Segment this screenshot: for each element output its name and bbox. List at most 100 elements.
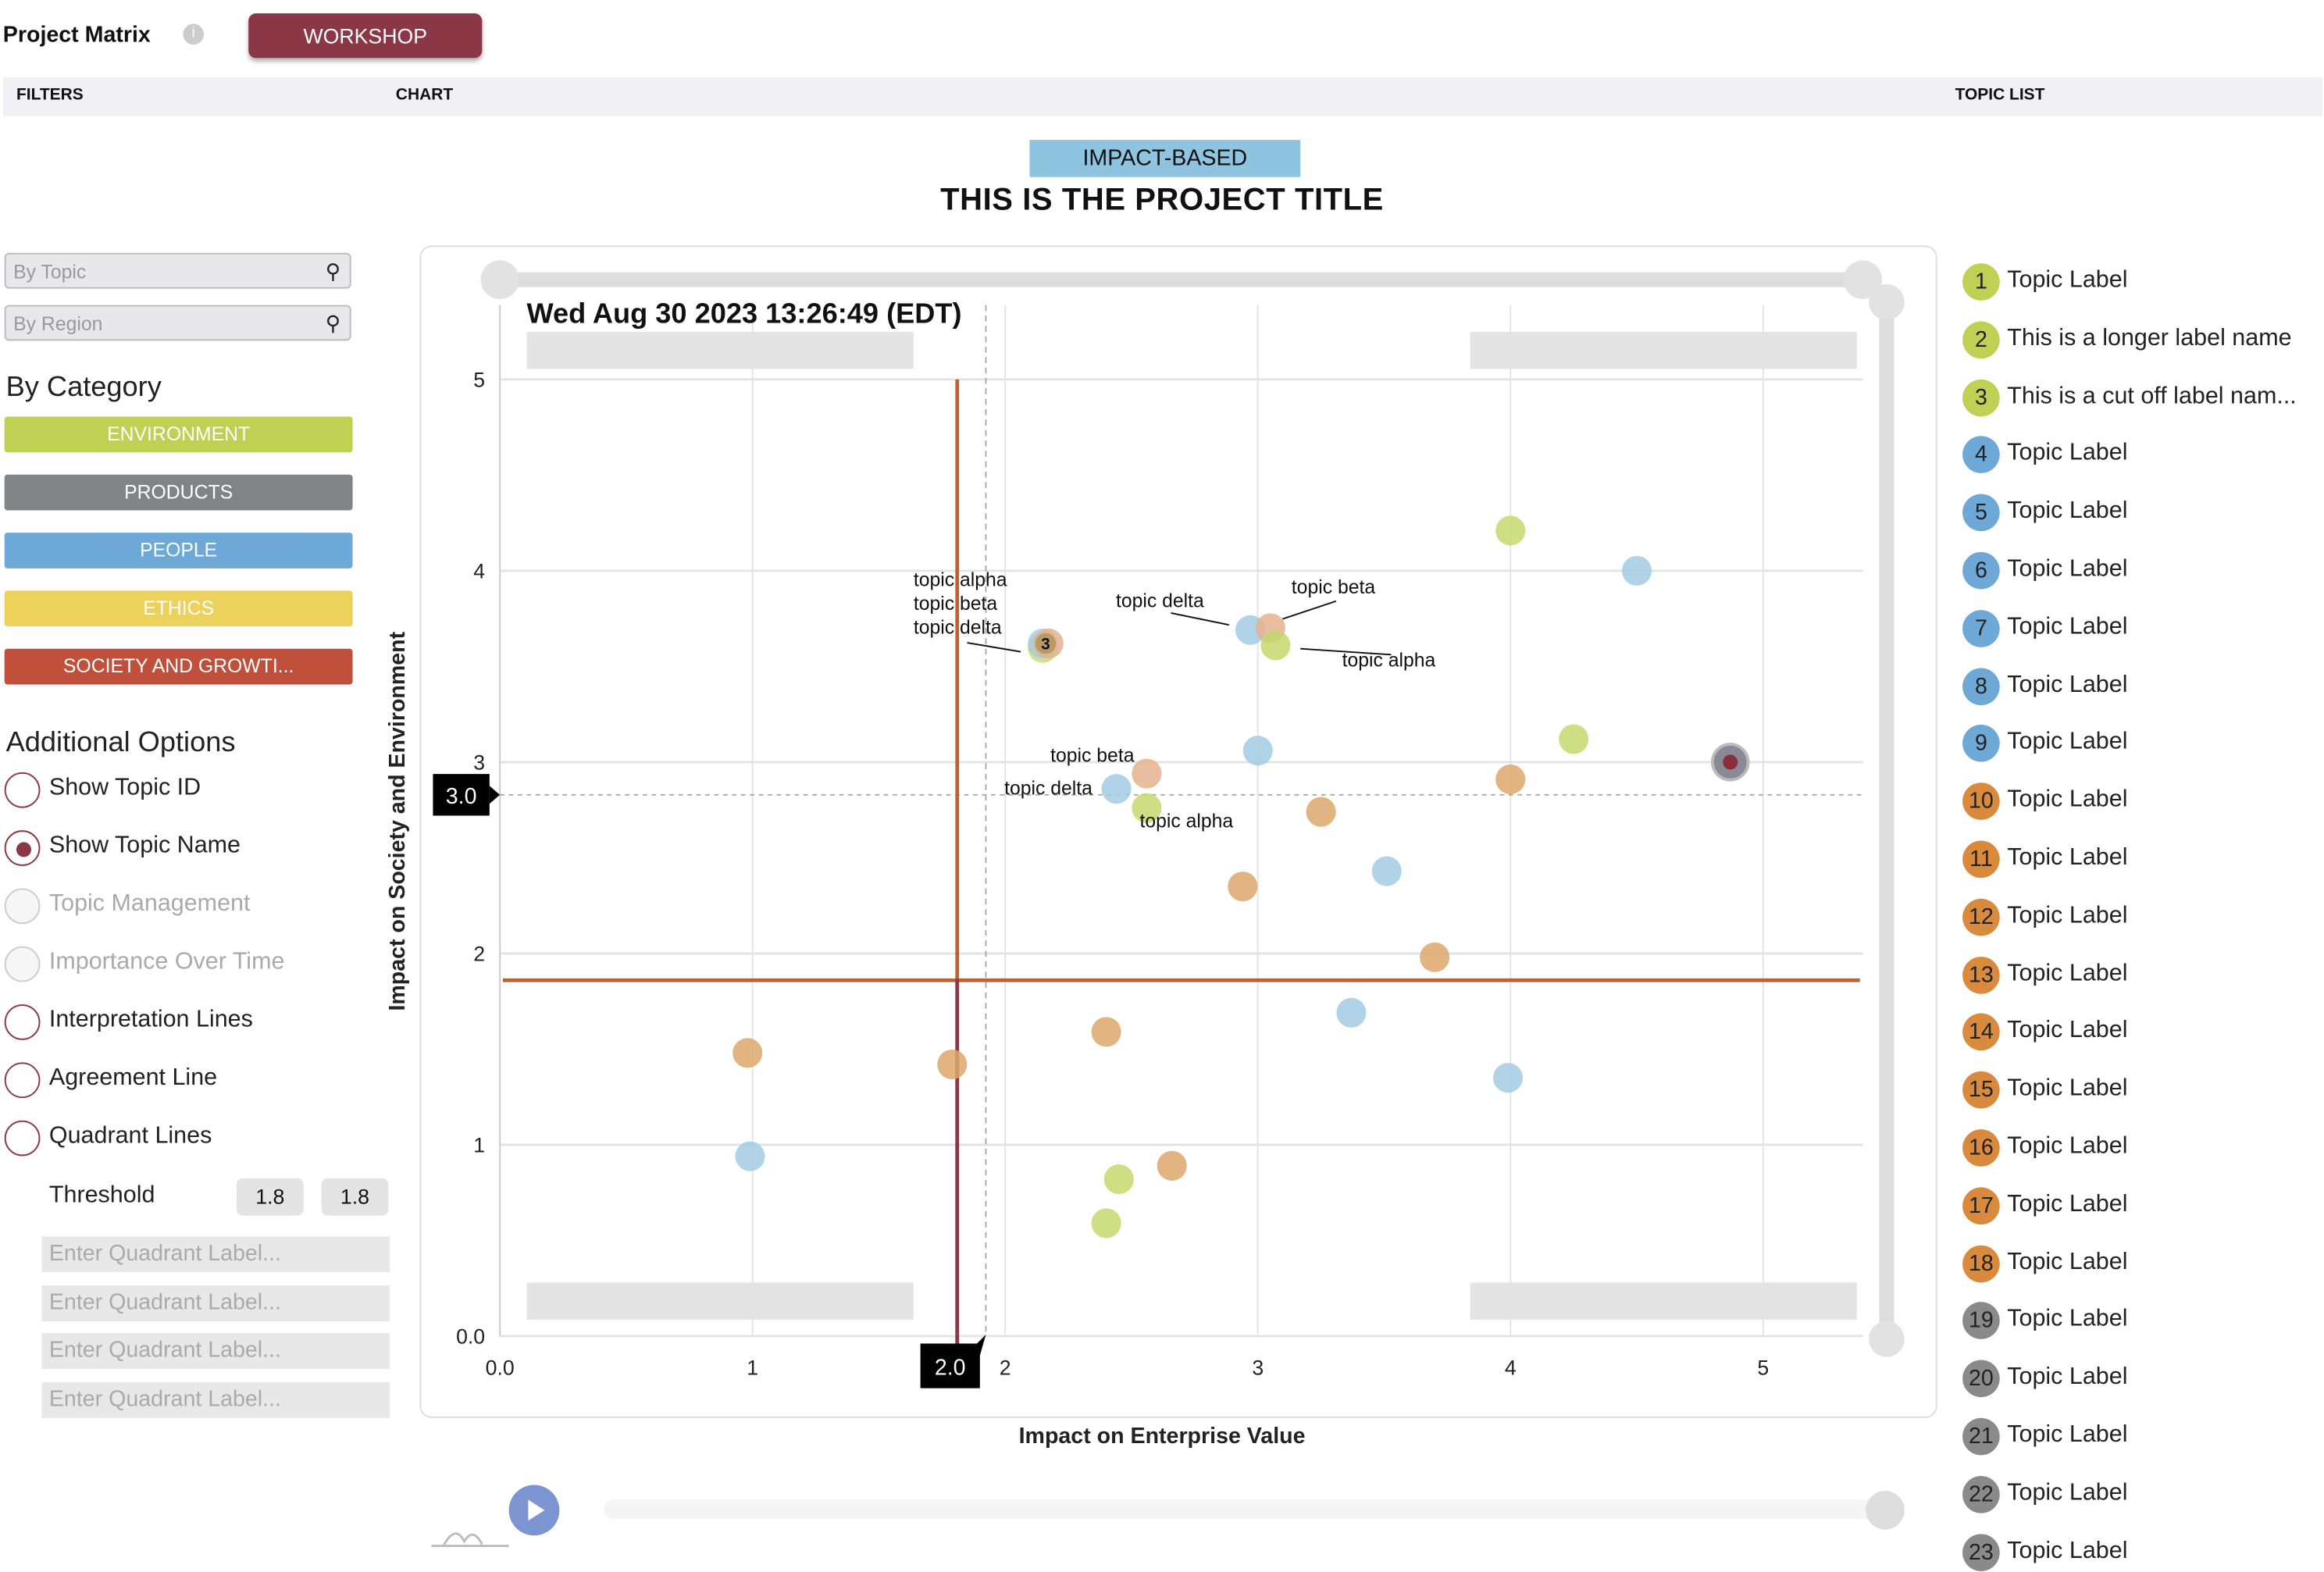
data-point[interactable] — [1336, 997, 1367, 1028]
topic-list-item[interactable]: 4 Topic Label — [1962, 436, 2319, 476]
data-point[interactable] — [1420, 942, 1450, 972]
topic-list-item[interactable]: 2 This is a longer label name — [1962, 321, 2319, 360]
data-point[interactable] — [1228, 872, 1258, 902]
quadrant-label-input[interactable]: Enter Quadrant Label... — [41, 1285, 390, 1321]
info-icon[interactable]: i — [183, 23, 205, 45]
data-point[interactable] — [1371, 856, 1402, 886]
topic-label: Topic Label — [2007, 498, 2128, 525]
data-point[interactable] — [1621, 555, 1652, 586]
data-point[interactable] — [1495, 764, 1526, 794]
topic-list-item[interactable]: 21 Topic Label — [1962, 1417, 2319, 1457]
y-tick-label: 4 — [473, 559, 485, 583]
topic-list-item[interactable]: 10 Topic Label — [1962, 782, 2319, 822]
topic-label: Topic Label — [2007, 1133, 2128, 1160]
topic-list-item[interactable]: 1 Topic Label — [1962, 263, 2319, 302]
option-show-topic-id[interactable]: Show Topic ID — [4, 772, 362, 811]
topic-list-item[interactable]: 22 Topic Label — [1962, 1475, 2319, 1515]
search-topic-placeholder: By Topic — [13, 260, 87, 283]
search-region-placeholder: By Region — [13, 312, 103, 335]
quadrant-label-input[interactable]: Enter Quadrant Label... — [41, 1381, 390, 1417]
top-range-handle-right[interactable] — [1843, 260, 1883, 299]
category-filter-0[interactable]: ENVIRONMENT — [4, 416, 353, 453]
topic-label: Topic Label — [2007, 1306, 2128, 1332]
topic-list-item[interactable]: 20 Topic Label — [1962, 1360, 2319, 1399]
data-point[interactable] — [1559, 724, 1589, 754]
y-tick-label: 0.0 — [456, 1324, 485, 1348]
right-range-handle-top[interactable] — [1869, 283, 1905, 320]
radio-button[interactable] — [4, 1120, 41, 1157]
topic-list-item[interactable]: 5 Topic Label — [1962, 494, 2319, 533]
data-point[interactable] — [735, 1141, 765, 1171]
timeline-track[interactable] — [604, 1499, 1884, 1520]
topic-list-item[interactable]: 14 Topic Label — [1962, 1014, 2319, 1053]
radio-button[interactable] — [4, 946, 41, 982]
quadrant-label-input[interactable]: Enter Quadrant Label... — [41, 1333, 390, 1369]
search-region-input[interactable]: By Region ⚲ — [4, 305, 351, 341]
x-tick-label: 0.0 — [486, 1356, 515, 1379]
radio-button[interactable] — [4, 830, 41, 866]
topic-list-item[interactable]: 11 Topic Label — [1962, 840, 2319, 879]
data-point[interactable] — [1103, 1164, 1134, 1195]
data-point[interactable] — [1091, 1017, 1121, 1047]
option-agreement-line[interactable]: Agreement Line — [4, 1062, 362, 1101]
top-range-handle-left[interactable] — [480, 260, 519, 299]
topic-list-item[interactable]: 18 Topic Label — [1962, 1244, 2319, 1284]
label-leader-line — [1282, 600, 1337, 620]
category-filter-1[interactable]: PRODUCTS — [4, 474, 353, 511]
data-point[interactable] — [1260, 630, 1291, 661]
category-filter-4[interactable]: SOCIETY AND GROWTI... — [4, 648, 353, 685]
radio-button[interactable] — [4, 1004, 41, 1040]
topic-list-item[interactable]: 12 Topic Label — [1962, 898, 2319, 937]
option-importance-over-time[interactable]: Importance Over Time — [4, 946, 362, 986]
data-point[interactable] — [1091, 1208, 1121, 1239]
right-range-handle-bottom[interactable] — [1869, 1321, 1905, 1357]
topic-label: Topic Label — [2007, 1075, 2128, 1102]
additional-options-heading: Additional Options — [5, 727, 236, 759]
topic-label: Topic Label — [2007, 1018, 2128, 1044]
radio-button[interactable] — [4, 772, 41, 808]
radio-button[interactable] — [4, 1062, 41, 1099]
data-point[interactable] — [937, 1049, 968, 1080]
topic-list-item[interactable]: 15 Topic Label — [1962, 1071, 2319, 1110]
data-point[interactable] — [1495, 515, 1526, 546]
play-button[interactable] — [508, 1485, 560, 1536]
topic-list-item[interactable]: 7 Topic Label — [1962, 609, 2319, 649]
data-point[interactable] — [1306, 797, 1336, 827]
category-filter-3[interactable]: ETHICS — [4, 590, 353, 627]
y-tick-label: 2 — [473, 942, 485, 965]
topic-list-item[interactable]: 16 Topic Label — [1962, 1129, 2319, 1168]
option-label: Agreement Line — [48, 1065, 218, 1091]
topic-list-item[interactable]: 17 Topic Label — [1962, 1187, 2319, 1226]
option-topic-management[interactable]: Topic Management — [4, 888, 362, 927]
radio-button[interactable] — [4, 888, 41, 925]
workshop-button[interactable]: WORKSHOP — [248, 13, 483, 59]
data-point[interactable] — [1101, 774, 1132, 804]
category-filter-2[interactable]: PEOPLE — [4, 533, 353, 569]
threshold-y-input[interactable]: 1.8 — [321, 1178, 389, 1216]
timeline-handle[interactable] — [1866, 1491, 1905, 1530]
topic-list-item[interactable]: 6 Topic Label — [1962, 551, 2319, 591]
data-point[interactable] — [1157, 1150, 1187, 1181]
threshold-x-input[interactable]: 1.8 — [236, 1178, 304, 1216]
option-show-topic-name[interactable]: Show Topic Name — [4, 830, 362, 869]
y-readout-pointer — [489, 786, 501, 804]
topic-list-item[interactable]: 9 Topic Label — [1962, 725, 2319, 765]
option-interpretation-lines[interactable]: Interpretation Lines — [4, 1004, 362, 1043]
topic-list-item[interactable]: 13 Topic Label — [1962, 956, 2319, 995]
topic-label: Topic Label — [2007, 440, 2128, 467]
topic-list-item[interactable]: 3 This is a cut off label nam... — [1962, 379, 2319, 418]
topic-list-item[interactable]: 19 Topic Label — [1962, 1302, 2319, 1342]
topic-list-item[interactable]: 8 Topic Label — [1962, 667, 2319, 707]
data-point[interactable] — [1132, 793, 1162, 823]
option-quadrant-lines[interactable]: Quadrant Lines — [4, 1120, 362, 1160]
data-point[interactable] — [1242, 736, 1273, 766]
data-point[interactable] — [1132, 758, 1162, 789]
topic-id-badge: 16 — [1962, 1129, 2000, 1167]
topic-id-badge: 10 — [1962, 782, 2000, 821]
search-topic-input[interactable]: By Topic ⚲ — [4, 252, 351, 289]
topic-list-item[interactable]: 23 Topic Label — [1962, 1533, 2319, 1572]
label-leader-line — [1171, 612, 1229, 626]
quadrant-label-input[interactable]: Enter Quadrant Label... — [41, 1236, 390, 1273]
data-point[interactable] — [732, 1038, 763, 1068]
data-point[interactable] — [1492, 1063, 1524, 1093]
